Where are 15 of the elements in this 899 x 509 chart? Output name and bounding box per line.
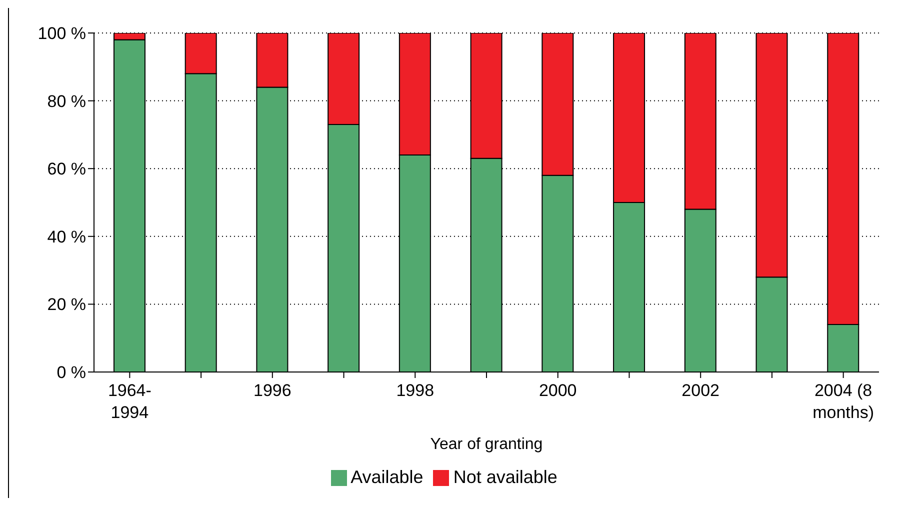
- y-tick-label: 20 %: [47, 295, 86, 314]
- y-tick-label: 100 %: [38, 24, 86, 44]
- x-axis-title: Year of granting: [430, 436, 543, 453]
- legend-label: Not available: [453, 467, 558, 487]
- x-tick-label: 2000: [538, 381, 577, 400]
- y-tick-label: 0 %: [56, 363, 86, 382]
- y-tick-label: 40 %: [47, 227, 86, 246]
- x-tick-label: 1996: [253, 381, 292, 400]
- y-tick-label: 80 %: [47, 92, 86, 111]
- x-tick-label: 1998: [396, 381, 434, 400]
- legend-label: Available: [350, 467, 424, 487]
- x-tick-label: 2002: [682, 381, 720, 400]
- x-tick-label: 1964-1994: [108, 381, 152, 422]
- x-tick-label: 2004 (8 months): [812, 381, 874, 422]
- y-tick-label: 60 %: [47, 160, 86, 179]
